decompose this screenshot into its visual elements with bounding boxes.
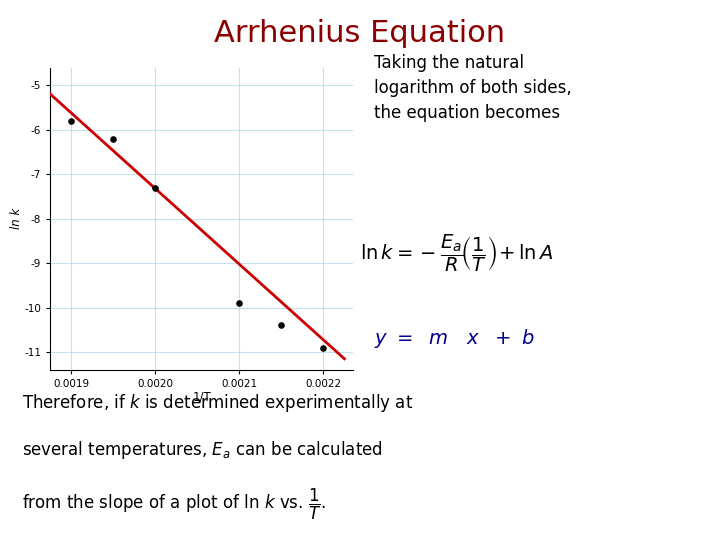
Point bbox=[150, 183, 161, 192]
Text: Arrhenius Equation: Arrhenius Equation bbox=[215, 19, 505, 48]
Point bbox=[66, 117, 77, 125]
Text: Taking the natural
logarithm of both sides,
the equation becomes: Taking the natural logarithm of both sid… bbox=[374, 54, 572, 122]
Text: $\mathit{y}\ =\ \ \mathit{m}\ \ \ \mathit{x}\ \ +\ \mathit{b}$: $\mathit{y}\ =\ \ \mathit{m}\ \ \ \mathi… bbox=[374, 327, 535, 350]
X-axis label: 1/T: 1/T bbox=[192, 390, 211, 403]
Y-axis label: ln k: ln k bbox=[10, 208, 23, 230]
Text: from the slope of a plot of ln $k$ vs. $\dfrac{1}{T}$.: from the slope of a plot of ln $k$ vs. $… bbox=[22, 487, 326, 522]
Point bbox=[276, 321, 287, 330]
Point bbox=[233, 299, 245, 307]
Text: Therefore, if $k$ is determined experimentally at: Therefore, if $k$ is determined experime… bbox=[22, 392, 413, 414]
Text: several temperatures, $E_a$ can be calculated: several temperatures, $E_a$ can be calcu… bbox=[22, 439, 382, 461]
Point bbox=[318, 343, 329, 352]
Point bbox=[108, 134, 120, 143]
Text: $\mathrm{ln}\,k = -\dfrac{E_a}{R}\!\left(\dfrac{1}{T}\right)\!+\mathrm{ln}\,A$: $\mathrm{ln}\,k = -\dfrac{E_a}{R}\!\left… bbox=[360, 232, 553, 274]
